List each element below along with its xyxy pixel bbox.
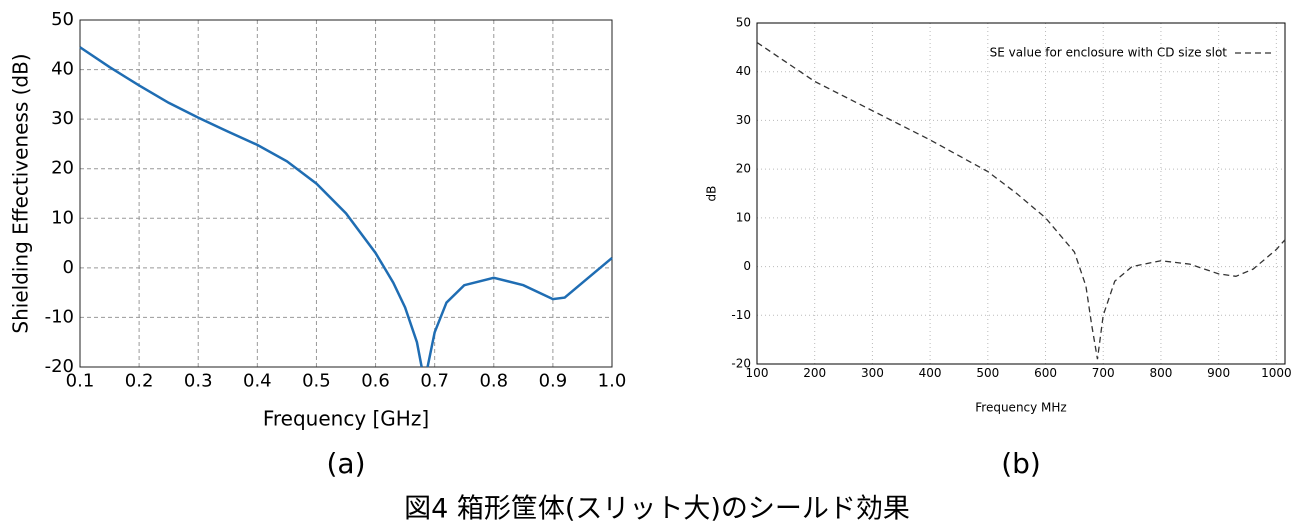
y-tick-label: -20 [731,357,751,371]
x-tick-label: 0.2 [125,370,154,391]
caption: 図4 箱形筐体(スリット大)のシールド効果 [404,494,910,525]
y-tick-label: 40 [51,59,74,80]
x-tick-label: 500 [976,366,999,380]
y-axis-label: dB [705,186,719,202]
y-tick-label: 40 [736,64,751,78]
y-tick-label: 30 [51,108,74,129]
y-tick-label: 30 [736,113,751,127]
x-tick-label: 0.1 [66,370,95,391]
x-tick-label: 100 [746,366,769,380]
chart: -20 -10 0 10 20 30 40 50 100 200 300 400 500 600 700 80… [705,16,1292,481]
y-tick-label: -10 [45,306,74,327]
y-tick-label: 10 [736,210,751,224]
y-tick-label: 20 [736,162,751,176]
x-tick-label: 1000 [1261,366,1292,380]
x-axis-label: Frequency MHz [975,401,1066,415]
y-tick-label: 0 [63,257,74,278]
x-tick-label: 0.9 [539,370,568,391]
x-tick-label: 0.8 [479,370,508,391]
x-tick-label: 800 [1149,366,1172,380]
panel-label: (a) [326,447,365,480]
x-tick-label: 0.7 [420,370,449,391]
y-tick-label: -10 [731,308,751,322]
x-tick-label: 400 [919,366,942,380]
x-tick-label: 200 [803,366,826,380]
x-tick-label: 700 [1092,366,1115,380]
y-tick-label: 50 [736,16,751,30]
x-tick-label: 600 [1034,366,1057,380]
chart: -20 -10 0 10 20 30 40 50 0.1 0.2 0.3 0.4 0.5 0.6 0.7 0.… [9,9,627,480]
x-tick-label: 900 [1207,366,1230,380]
plot-frame [756,22,1286,365]
x-tick-label: 0.3 [184,370,213,391]
y-tick-label: 20 [51,158,74,179]
y-axis-label: Shielding Effectiveness (dB) [9,53,33,333]
x-tick-label: 300 [861,366,884,380]
x-tick-label: 0.6 [361,370,390,391]
data-line [756,41,1286,360]
y-tick-label: 50 [51,9,74,30]
x-tick-label: 1.0 [598,370,627,391]
x-tick-label: 0.5 [302,370,331,391]
y-tick-label: 0 [743,259,751,273]
y-tick-label: 10 [51,207,74,228]
x-tick-label: 0.4 [243,370,272,391]
panel-label: (b) [1001,447,1041,480]
plot-frame [79,19,613,368]
data-line [79,46,613,368]
y-tick-label: -20 [45,356,74,377]
legend-label: SE value for enclosure with CD size slot [990,46,1228,60]
x-axis-label: Frequency [GHz] [263,407,429,431]
